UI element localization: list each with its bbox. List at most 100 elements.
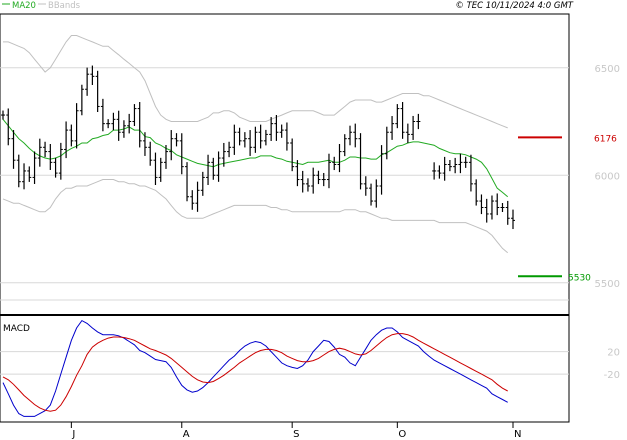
bbands-lower-line [2,179,509,254]
price-bar [279,124,284,138]
price-bar [463,156,468,168]
price-bar [148,141,153,166]
ma20-legend-label: MA20 [12,1,36,11]
price-bar [374,179,379,208]
price-bar [16,154,21,188]
bollinger-bands [2,35,509,254]
price-bar [100,98,105,132]
macd-lines [2,319,508,417]
chart-header: MA20 BBands © TEC 10/11/2024 4:0 GMT [2,1,574,11]
price-bar [337,143,342,173]
price-bar [121,120,126,138]
price-bar [411,115,416,140]
price-bar [53,157,58,178]
price-bar [232,124,237,155]
price-bar [348,125,353,146]
x-tick-label: J [71,429,75,440]
price-bar [185,162,190,202]
price-bar [495,193,500,216]
price-bar [432,162,437,180]
macd-y-axis: 20 -20 [604,348,620,382]
price-bar [468,154,473,192]
copyright-label: © TEC 10/11/2024 4:0 GMT [455,1,573,11]
price-bar [111,112,116,131]
x-tick-label: O [398,429,406,440]
price-bar [195,181,200,212]
ma20-path [2,118,509,198]
price-bar [316,170,321,185]
price-bar [274,115,279,141]
support-resistance-levels: 6176 5530 [518,134,617,283]
price-y-axis: 6500 6000 5500 [595,64,620,290]
macd-y-tick-label: -20 [604,370,620,381]
price-bar [384,126,389,160]
price-bar [447,159,452,172]
price-y-tick-label: 6500 [595,64,620,75]
x-tick-label: N [514,429,521,440]
price-y-tick-label: 5500 [595,279,620,290]
x-tick-label: A [183,429,190,440]
price-bar [290,138,295,172]
price-bar [479,194,484,215]
price-bar [311,167,316,194]
price-bar [163,145,168,169]
price-bar [206,154,211,186]
price-bar [505,200,510,225]
price-bar [353,123,358,148]
price-bar [342,134,347,157]
price-bar [169,130,174,161]
price-bar [253,126,258,153]
price-bar [395,104,400,129]
price-bar [363,176,368,196]
price-bar [263,129,268,146]
price-bar [95,70,100,112]
price-bar [137,102,142,148]
price-bar [511,209,515,230]
price-bar [390,116,395,140]
price-gridlines [0,67,569,301]
price-bar [300,170,305,193]
price-bar [358,133,363,190]
price-bar [326,153,331,189]
price-bar [11,130,16,169]
price-bar [90,65,95,85]
price-bar [1,110,5,120]
price-bar [132,104,137,127]
price-bar [400,102,405,139]
x-tick-label: S [293,429,299,440]
resistance-label: 6176 [594,134,617,144]
price-bar [85,67,90,96]
price-bar [174,133,179,147]
price-bar [69,124,74,147]
price-panel: 6500 6000 5500 6176 5530 [0,13,620,316]
price-bar [416,113,421,130]
price-bar [158,157,163,182]
macd-gridlines [0,351,569,375]
price-bar [6,108,11,146]
price-bar [48,143,53,170]
price-bar [321,172,326,187]
price-bar [474,179,479,206]
price-bar [58,142,63,180]
price-bar [453,157,458,174]
price-bar [221,142,226,167]
price-bar [269,117,274,141]
price-bar [74,103,79,149]
price-bar [190,190,195,210]
price-bar [27,166,32,182]
bbands-upper-line [3,35,508,129]
macd-panel-frame [0,314,570,423]
price-bar [106,119,111,129]
price-bar [116,110,121,141]
price-bar [489,195,494,220]
price-bar [458,153,463,174]
price-bar [32,151,37,184]
price-bar [484,198,489,223]
price-bar [179,133,184,175]
price-bar [369,183,374,206]
price-bars [1,65,515,230]
price-bar [211,157,216,180]
price-bar [43,141,48,158]
